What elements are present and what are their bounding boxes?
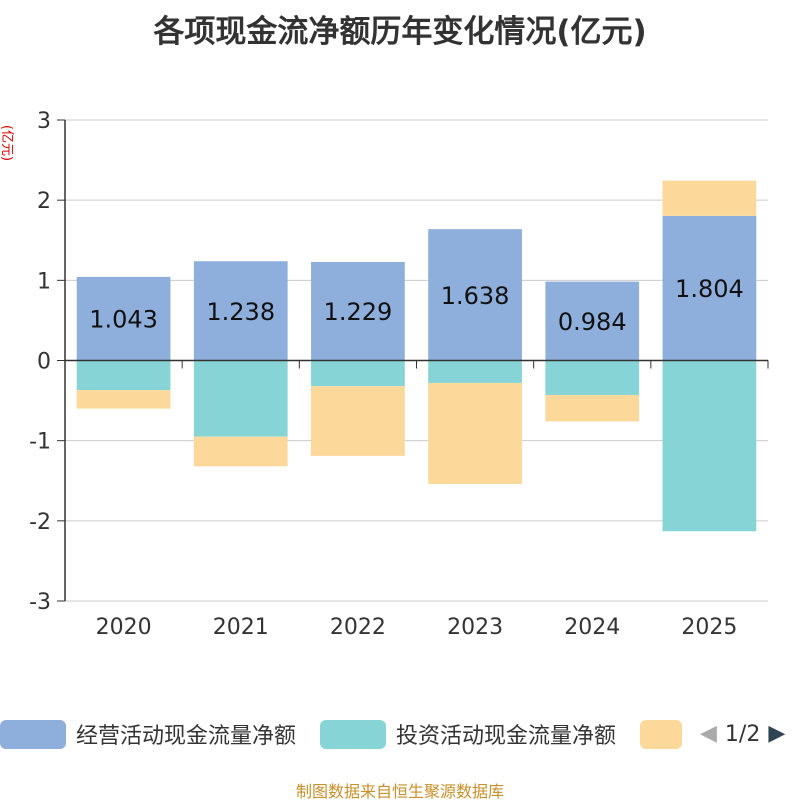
bar-operating-2020 <box>76 276 171 361</box>
data-label: 1.229 <box>324 298 393 326</box>
bar-operating-2023 <box>428 229 522 361</box>
triangle-right-icon[interactable]: ▶ <box>768 721 786 746</box>
x-tick-label: 2023 <box>447 615 503 640</box>
bar-financing-2023 <box>428 382 522 484</box>
legend: 经营活动现金流量净额 投资活动现金流量净额 ◀ 1/2 ▶ <box>0 716 800 752</box>
labels-layer: 1.043 1.238 1.229 1.638 0.984 1.804 <box>89 275 744 336</box>
bar-investing-2024 <box>545 360 640 395</box>
source-note: 制图数据来自恒生聚源数据库 <box>295 782 504 801</box>
x-tick-label: 2022 <box>330 615 386 640</box>
axis-layer: 3 2 1 0 -1 -2 -3 2020 2021 2022 2023 2024 2025 <box>29 109 769 640</box>
y-tick-label: 1 <box>37 269 51 294</box>
bar-investing-2021 <box>193 360 288 437</box>
y-tick-label: -3 <box>29 590 51 615</box>
bar-operating-2025 <box>662 215 757 361</box>
bar-operating-2024 <box>545 281 640 361</box>
legend-label-operating: 经营活动现金流量净额 <box>76 724 297 749</box>
bar-operating-2021 <box>193 261 288 361</box>
bar-investing-2025 <box>662 360 757 532</box>
bar-financing-2022 <box>311 386 405 456</box>
y-tick-label: 0 <box>37 350 51 375</box>
data-label: 1.238 <box>206 298 275 326</box>
legend-pager: ◀ 1/2 ▶ <box>700 716 800 752</box>
y-tick-label: -2 <box>29 510 51 535</box>
grid-layer <box>65 119 768 602</box>
legend-item-operating[interactable]: 经营活动现金流量净额 <box>0 716 296 752</box>
bar-chart: 3 2 1 0 -1 -2 -3 2020 2021 2022 2023 2024 2025 1.043… <box>0 109 769 640</box>
bar-investing-2023 <box>428 360 522 383</box>
x-tick-label: 2024 <box>564 615 620 640</box>
legend-page-indicator: 1/2 <box>724 721 761 747</box>
chart-title: 各项现金流净额历年变化情况(亿元) <box>153 14 647 50</box>
bar-operating-2022 <box>311 261 405 361</box>
data-label: 1.804 <box>675 275 744 303</box>
y-tick-label: 2 <box>37 189 51 214</box>
bar-financing-2021 <box>193 436 288 467</box>
legend-swatch-financing <box>640 719 682 749</box>
bar-investing-2022 <box>311 360 405 387</box>
bar-financing-2025 <box>662 180 757 216</box>
data-label: 0.984 <box>558 308 627 336</box>
legend-label-investing: 投资活动现金流量净额 <box>396 724 617 749</box>
bar-investing-2020 <box>76 360 171 391</box>
y-tick-label: -1 <box>29 430 51 455</box>
data-label: 1.043 <box>89 306 158 334</box>
x-tick-label: 2025 <box>681 615 737 640</box>
legend-swatch-operating <box>0 719 66 749</box>
legend-swatch-investing <box>320 719 386 749</box>
triangle-left-icon[interactable]: ◀ <box>700 721 717 746</box>
y-axis-label: (亿元) <box>0 125 14 161</box>
data-label: 1.638 <box>441 282 510 310</box>
legend-item-financing[interactable] <box>640 716 692 752</box>
bars-layer <box>76 180 757 532</box>
y-tick-label: 3 <box>37 109 51 134</box>
x-tick-label: 2020 <box>96 615 152 640</box>
x-tick-label: 2021 <box>213 615 269 640</box>
bar-financing-2020 <box>76 390 171 409</box>
bar-financing-2024 <box>545 394 640 422</box>
legend-item-investing[interactable]: 投资活动现金流量净额 <box>320 716 616 752</box>
